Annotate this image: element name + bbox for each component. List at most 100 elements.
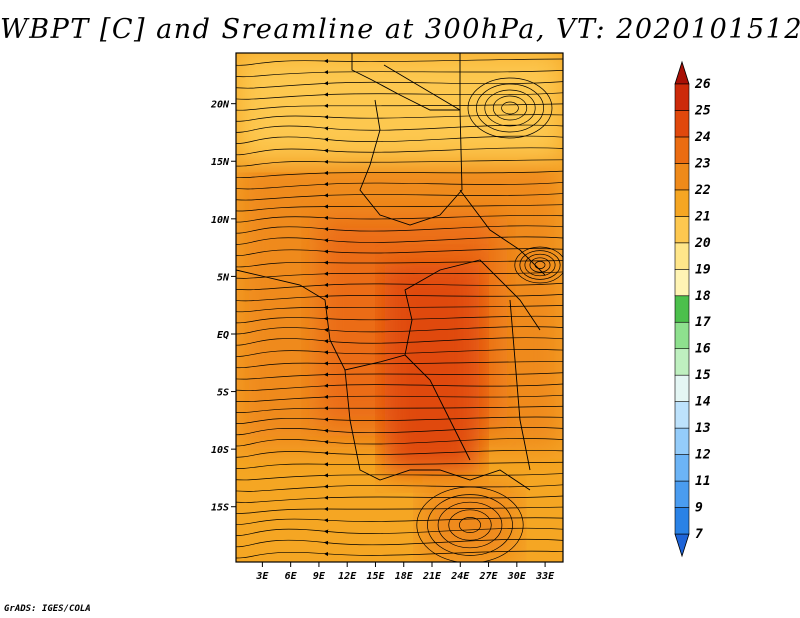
colorbar-label: 7: [695, 527, 703, 542]
colorbar-swatch: [674, 268, 690, 297]
colorbar-swatch: [674, 189, 690, 217]
colorbar-swatch: [674, 401, 690, 429]
y-tick-label: 15N: [211, 157, 230, 168]
colorbar-swatch: [674, 480, 690, 508]
x-tick-label: 24E: [450, 571, 470, 582]
colorbar-label: 18: [695, 289, 711, 304]
streamline: [236, 416, 563, 425]
x-tick-label: 3E: [255, 571, 269, 582]
x-tick-label: 15E: [366, 571, 385, 582]
colorbar-label: 14: [695, 395, 711, 410]
streamline: [236, 438, 563, 447]
streamline: [236, 69, 563, 78]
colorbar-label: 16: [695, 342, 711, 357]
streamline: [236, 159, 563, 167]
colorbar-swatch: [674, 295, 690, 323]
streamline: [236, 349, 563, 357]
colorbar-label: 21: [694, 209, 711, 224]
y-axis: 20N 15N 10N 5N EQ 5S 10S 15S: [210, 100, 236, 514]
streamline: [236, 58, 563, 66]
streamline: [236, 550, 563, 559]
colorbar-swatch: [674, 242, 690, 270]
software-credit: GrADS: IGES/COLA: [4, 604, 91, 614]
border-line: [509, 299, 531, 471]
colorbar-max-arrow: [674, 60, 690, 85]
colorbar-swatch: [674, 427, 690, 455]
streamline: [236, 372, 563, 380]
x-tick-label: 21E: [422, 571, 442, 582]
colorbar-swatch: [674, 136, 690, 164]
vortex-ring: [519, 250, 561, 280]
colorbar-label: 13: [695, 421, 711, 436]
colorbar: 7 9 11 12 13 14 15 16 17 18 19 20 21 22 23 24 25 26: [674, 60, 711, 558]
streamline: [236, 449, 563, 458]
y-tick-label: 5S: [217, 388, 229, 399]
streamline: [236, 405, 563, 413]
chart-title: WBPT [C] and Sreamline at 300hPa, VT: 20…: [0, 14, 800, 45]
y-tick-label: 10S: [211, 445, 229, 456]
border-line: [344, 369, 531, 491]
border-line: [359, 64, 463, 226]
vortex-ring: [514, 246, 563, 284]
y-tick-label: 5N: [217, 272, 230, 283]
streamline: [236, 294, 563, 302]
streamline: [236, 248, 563, 256]
streamlines: [231, 58, 566, 569]
streamline: [236, 383, 563, 391]
streamline: [236, 103, 563, 111]
colorbar-label: 19: [695, 262, 711, 277]
streamline: [236, 495, 563, 503]
colorbar-swatch: [674, 321, 690, 350]
x-tick-label: 12E: [338, 571, 357, 582]
colorbar-label: 9: [695, 501, 703, 516]
colorbar-label: 17: [695, 315, 711, 330]
streamline: [236, 527, 563, 536]
streamline: [236, 114, 563, 122]
y-tick-label: 15S: [211, 503, 229, 514]
field-region: [236, 53, 563, 162]
vortex-ring: [467, 77, 553, 139]
colorbar-label: 26: [694, 77, 711, 92]
plot-area: [231, 53, 566, 569]
colorbar-label: 22: [694, 183, 711, 198]
streamline: [236, 473, 563, 481]
streamline: [236, 236, 563, 245]
y-tick-label: 20N: [210, 100, 230, 111]
vortex-ring: [492, 95, 528, 121]
streamline: [236, 305, 563, 313]
y-tick-label: 10N: [211, 215, 230, 226]
vortex-ring: [437, 501, 503, 549]
streamline: [236, 394, 563, 402]
vortex-ring: [459, 517, 481, 533]
streamline: [236, 147, 563, 156]
vortex-ring: [476, 83, 544, 133]
colorbar-swatch: [674, 83, 690, 111]
streamline: [236, 204, 563, 212]
streamline: [236, 538, 563, 548]
x-tick-label: 6E: [285, 571, 298, 582]
colorbar-label: 12: [695, 448, 711, 463]
streamline: [236, 135, 563, 144]
x-tick-label: 27E: [479, 571, 499, 582]
vortex-ring: [416, 486, 524, 562]
streamline: [231, 563, 566, 569]
streamline: [236, 461, 563, 469]
x-tick-label: 30E: [507, 571, 527, 582]
streamline: [236, 427, 563, 436]
streamline: [236, 81, 563, 89]
streamline: [236, 92, 563, 100]
streamline: [236, 181, 563, 190]
streamline: [236, 193, 563, 201]
vortex-ring: [529, 257, 551, 273]
streamline: [236, 484, 563, 492]
x-axis: 3E 6E 9E 12E 15E 18E 21E 24E 27E 30E 33E: [255, 562, 555, 582]
streamline: [236, 260, 563, 268]
colorbar-label: 23: [694, 156, 711, 171]
streamline: [236, 225, 563, 234]
colorbar-swatch: [674, 507, 690, 535]
colorbar-swatch: [674, 348, 690, 376]
streamline: [236, 315, 563, 324]
colorbar-label: 15: [695, 368, 711, 383]
vortex-ring: [427, 494, 513, 556]
